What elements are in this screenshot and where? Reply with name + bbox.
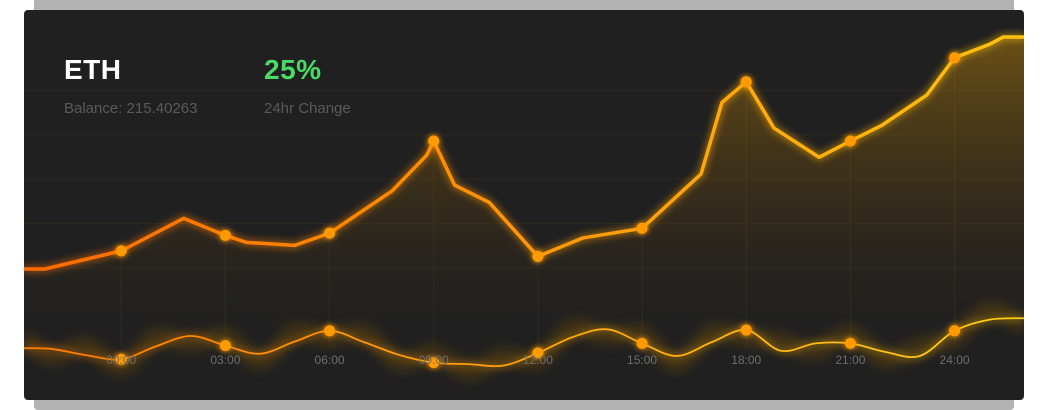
- x-tick-label: 18:00: [731, 353, 761, 367]
- series-markers: [115, 52, 961, 369]
- asset-stat: ETH Balance: 215.40263: [64, 54, 197, 118]
- price-marker: [844, 135, 856, 147]
- price-marker: [115, 245, 127, 257]
- volume-marker: [532, 347, 544, 359]
- x-tick-label: 06:00: [315, 353, 345, 367]
- volume-marker: [428, 357, 440, 369]
- volume-marker: [740, 324, 752, 336]
- price-marker: [428, 135, 440, 147]
- x-tick-label: 24:00: [940, 353, 970, 367]
- change-label: 24hr Change: [264, 100, 351, 117]
- price-area-fill: [24, 37, 1024, 351]
- price-chart: 00:00 03:00 06:00 09:00 12:00 15:00 18:00 21:00…: [24, 35, 1024, 380]
- volume-marker: [219, 340, 231, 352]
- asset-symbol: ETH: [64, 54, 122, 85]
- price-marker: [740, 76, 752, 88]
- x-axis-tick-labels: 00:00 03:00 06:00 09:00 12:00 15:00 18:00 21:00…: [106, 353, 970, 367]
- volume-marker: [115, 353, 127, 365]
- volume-marker: [949, 325, 961, 337]
- price-marker: [219, 229, 231, 241]
- x-tick-label: 21:00: [835, 353, 865, 367]
- change-stat: 25% 24hr Change: [264, 54, 351, 118]
- volume-marker: [324, 325, 336, 337]
- price-line: [24, 35, 1024, 271]
- x-tick-label: 15:00: [627, 353, 657, 367]
- volume-marker: [844, 337, 856, 349]
- price-area: [24, 37, 1024, 351]
- x-tick-label: 09:00: [419, 353, 449, 367]
- x-tick-label: 03:00: [210, 353, 240, 367]
- price-marker: [532, 250, 544, 262]
- price-marker: [324, 227, 336, 239]
- x-tick-label: 12:00: [523, 353, 553, 367]
- chart-card: 00:00 03:00 06:00 09:00 12:00 15:00 18:00 21:00…: [24, 10, 1024, 400]
- balance-label: Balance: 215.40263: [64, 100, 198, 117]
- volume-marker: [636, 337, 648, 349]
- price-marker: [636, 222, 648, 234]
- x-tick-label: 00:00: [106, 353, 136, 367]
- price-marker: [949, 52, 961, 64]
- change-value: 25%: [264, 54, 322, 85]
